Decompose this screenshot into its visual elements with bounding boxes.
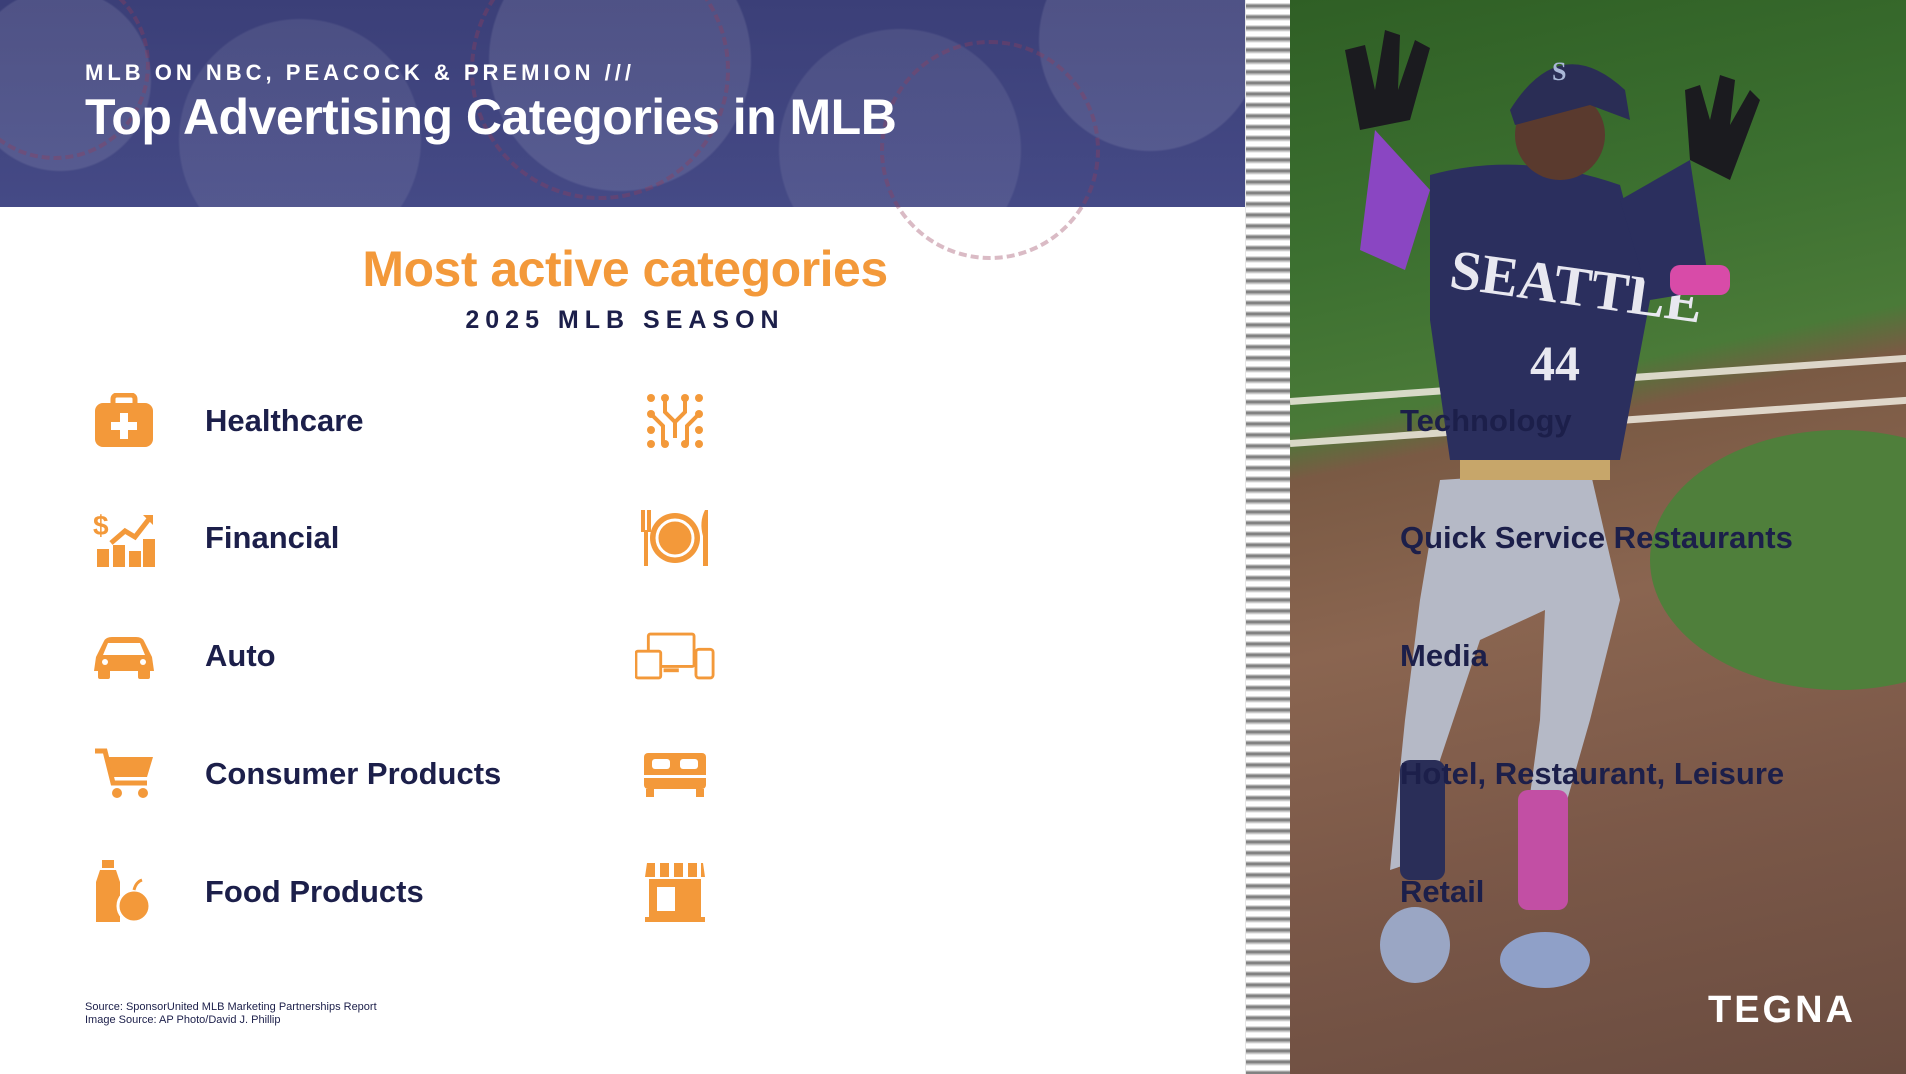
category-label: Healthcare: [205, 403, 364, 438]
category-label: Consumer Products: [205, 756, 502, 791]
image-source-line: Image Source: AP Photo/David J. Phillip: [85, 1014, 281, 1026]
bed-icon: [635, 739, 715, 809]
section-heading: Most active categories: [362, 241, 888, 297]
category-food-products: Food Products: [0, 857, 424, 927]
source-notes: Source: SponsorUnited MLB Marketing Part…: [85, 1001, 377, 1027]
section-subheading: 2025 MLB SEASON: [465, 306, 785, 334]
header-banner: MLB ON NBC, PEACOCK & PREMION /// Top Ad…: [0, 0, 1250, 260]
category-media: Media: [635, 621, 1488, 691]
category-label: Media: [1400, 638, 1488, 673]
circuit-icon: [635, 386, 715, 456]
plate-cutlery-icon: [635, 503, 715, 573]
header-kicker: MLB ON NBC, PEACOCK & PREMION ///: [85, 60, 636, 85]
medical-kit-icon: [84, 386, 164, 456]
tegna-logo: TEGNA: [1708, 989, 1856, 1031]
player-photo: SEATTLE 44 S TEGNA: [1290, 0, 1906, 1074]
category-label: Food Products: [205, 874, 424, 909]
category-label: Financial: [205, 520, 340, 555]
devices-icon: [635, 621, 715, 691]
category-technology: Technology: [635, 386, 1572, 456]
shopping-cart-icon: [84, 739, 164, 809]
category-label: Hotel, Restaurant, Leisure: [1400, 756, 1785, 791]
category-healthcare: Healthcare: [0, 386, 364, 456]
spiral-binding: [1245, 0, 1291, 1074]
source-line: Source: SponsorUnited MLB Marketing Part…: [85, 1001, 377, 1013]
category-label: Retail: [1400, 874, 1485, 909]
finance-growth-icon: $: [84, 503, 164, 573]
category-consumer-products: Consumer Products: [0, 739, 501, 809]
svg-text:S: S: [1552, 57, 1566, 86]
car-icon: [84, 621, 164, 691]
page-title: Top Advertising Categories in MLB: [85, 89, 897, 145]
baseball-player-figure: SEATTLE 44 S: [1345, 30, 1760, 988]
bottle-apple-icon: [84, 857, 164, 927]
storefront-icon: [635, 857, 715, 927]
svg-text:44: 44: [1530, 335, 1580, 391]
category-label: Auto: [205, 638, 276, 673]
category-auto: Auto: [0, 621, 276, 691]
category-financial: $ Financial: [0, 503, 339, 573]
category-quick-service-restaurants: Quick Service Restaurants: [635, 503, 1793, 573]
category-hotel-restaurant-leisure: Hotel, Restaurant, Leisure: [635, 739, 1784, 809]
category-label: Quick Service Restaurants: [1400, 520, 1793, 555]
category-label: Technology: [1400, 403, 1572, 438]
category-retail: Retail: [635, 857, 1484, 927]
svg-text:$: $: [93, 510, 109, 541]
